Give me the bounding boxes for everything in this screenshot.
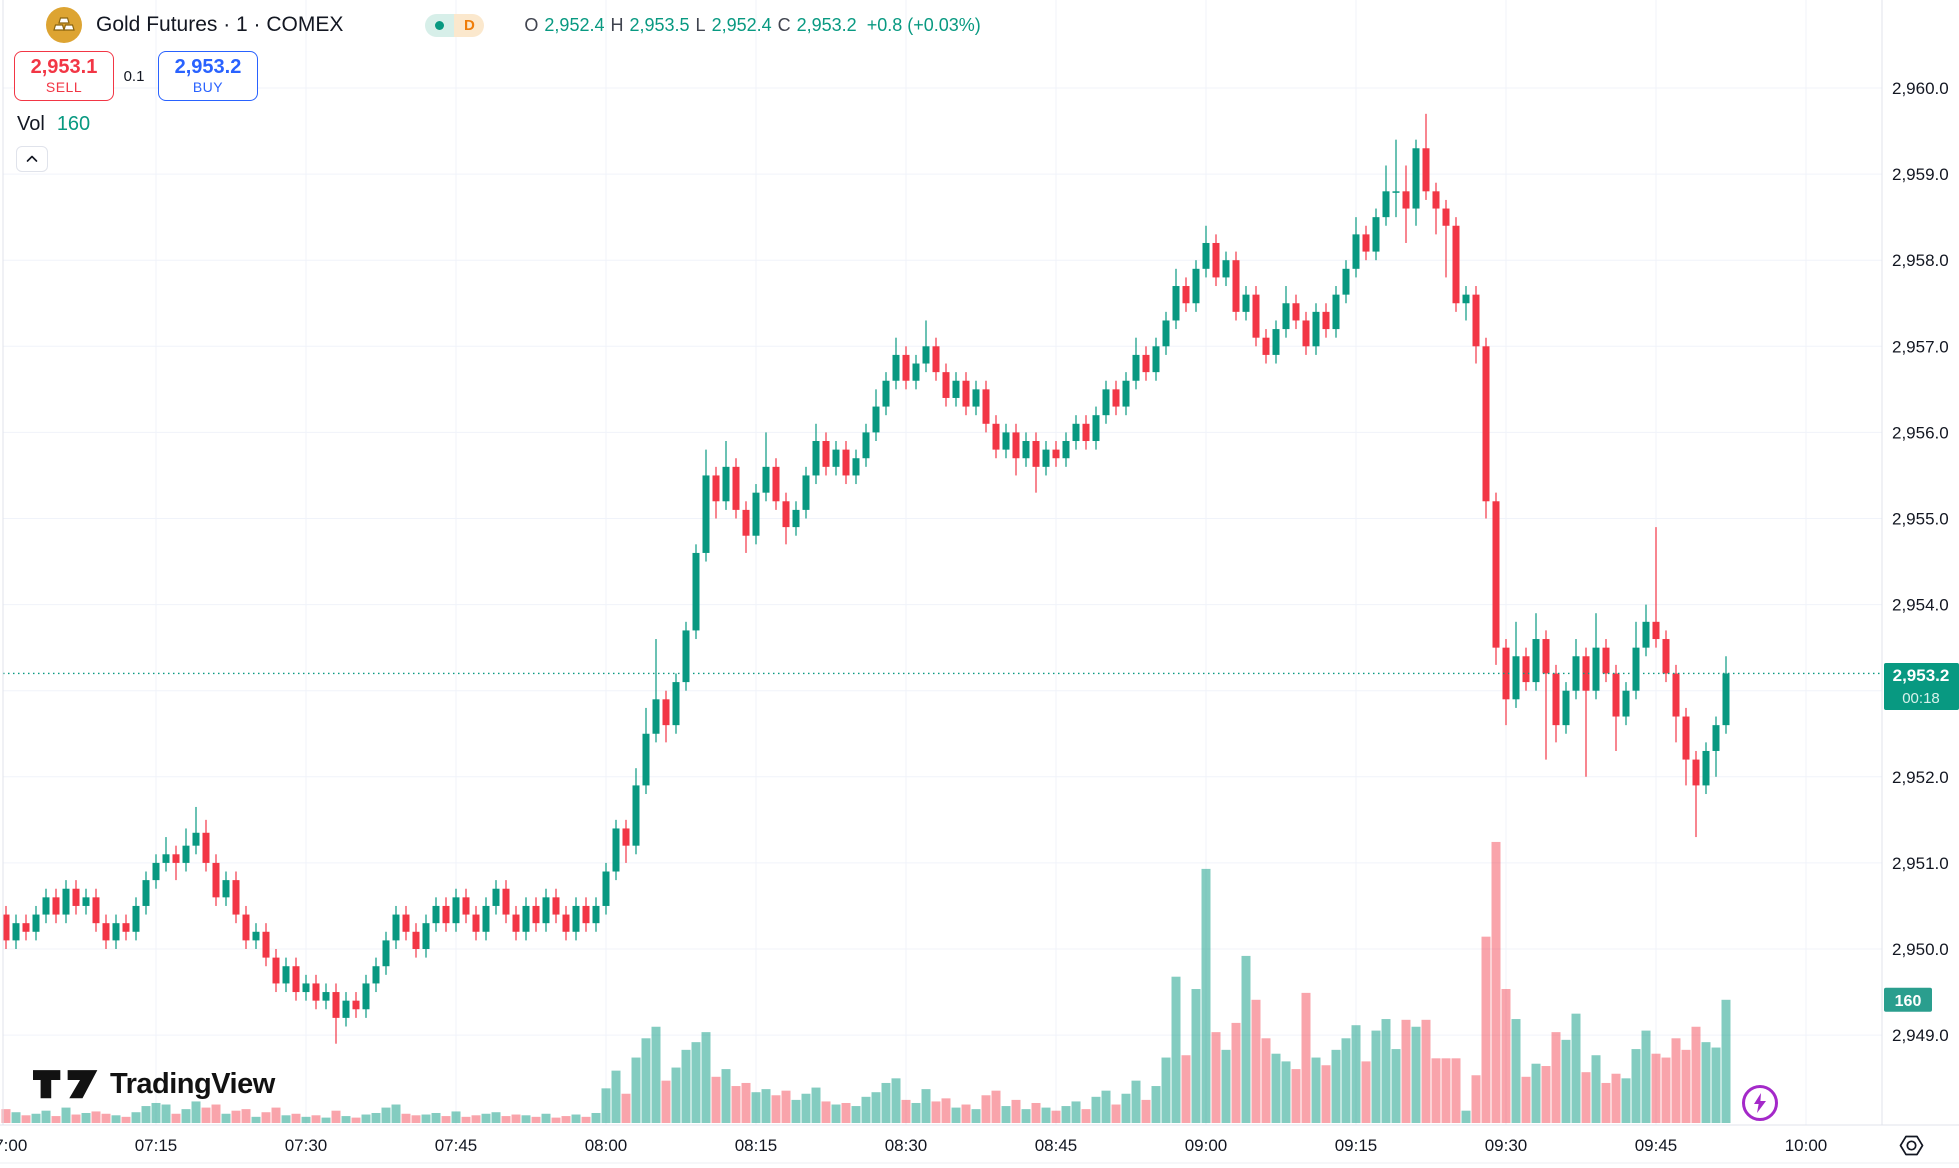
svg-text:2,959.0: 2,959.0 (1892, 165, 1949, 184)
data-status-pill: D (425, 13, 485, 37)
volume-value: 160 (56, 113, 91, 135)
chevron-up-icon (26, 155, 38, 162)
realtime-status-badge[interactable] (425, 13, 455, 37)
svg-text:08:30: 08:30 (885, 1136, 928, 1155)
svg-text:2,949.0: 2,949.0 (1892, 1026, 1949, 1045)
low-value: 2,952.4 (711, 14, 772, 35)
open-value: 2,952.4 (544, 14, 605, 35)
spread-value: 0.1 (123, 67, 145, 85)
close-label: C (777, 14, 791, 35)
svg-text:09:30: 09:30 (1485, 1136, 1528, 1155)
svg-text:2,950.0: 2,950.0 (1892, 940, 1949, 959)
collapse-panel-button[interactable] (16, 146, 48, 172)
svg-text:07:45: 07:45 (435, 1136, 478, 1155)
svg-text:2,952.0: 2,952.0 (1892, 768, 1949, 787)
high-value: 2,953.5 (629, 14, 690, 35)
low-label: L (695, 14, 706, 35)
sell-label: SELL (45, 79, 83, 96)
svg-text:07:00: 07:00 (0, 1136, 27, 1155)
svg-text:160: 160 (1895, 993, 1922, 1010)
delayed-data-badge[interactable]: D (454, 13, 485, 37)
hexagon-gear-icon (1899, 1135, 1924, 1156)
svg-text:2,958.0: 2,958.0 (1892, 251, 1949, 270)
open-label: O (524, 14, 539, 35)
symbol-title[interactable]: Gold Futures · 1 · COMEX (96, 13, 344, 36)
gold-futures-symbol-icon (46, 7, 82, 43)
svg-text:07:15: 07:15 (135, 1136, 178, 1155)
svg-text:07:30: 07:30 (285, 1136, 328, 1155)
volume-row: Vol 160 (17, 113, 90, 136)
svg-text:00:18: 00:18 (1902, 690, 1940, 707)
lightning-bolt-icon (1754, 1093, 1766, 1113)
svg-text:09:45: 09:45 (1635, 1136, 1678, 1155)
realtime-dot-icon (435, 20, 445, 30)
close-value: 2,953.2 (796, 14, 857, 35)
svg-text:09:00: 09:00 (1185, 1136, 1228, 1155)
tradingview-wordmark: TradingView (110, 1068, 275, 1100)
buy-price: 2,953.2 (174, 56, 242, 79)
instant-order-lightning-button[interactable] (1742, 1085, 1778, 1121)
sell-button[interactable]: 2,953.1 SELL (14, 51, 114, 101)
svg-text:2,954.0: 2,954.0 (1892, 596, 1949, 615)
symbol-header: Gold Futures · 1 · COMEX D O 2,952.4 H 2,9… (0, 0, 981, 50)
volume-label: Vol (17, 113, 45, 135)
svg-text:2,956.0: 2,956.0 (1892, 423, 1949, 442)
ohlc-readout: O 2,952.4 H 2,953.5 L 2,952.4 C 2,953.2 +0.8… (524, 15, 980, 36)
tradingview-glyph-icon (33, 1069, 98, 1098)
axis-settings-button[interactable] (1898, 1133, 1925, 1158)
svg-text:2,955.0: 2,955.0 (1892, 510, 1949, 529)
change-value: +0.8 (+0.03%) (866, 14, 981, 35)
svg-text:09:15: 09:15 (1335, 1136, 1378, 1155)
svg-text:10:00: 10:00 (1785, 1136, 1828, 1155)
svg-text:2,951.0: 2,951.0 (1892, 854, 1949, 873)
svg-text:08:00: 08:00 (585, 1136, 628, 1155)
sell-price: 2,953.1 (30, 56, 98, 79)
buy-button[interactable]: 2,953.2 BUY (158, 51, 258, 101)
svg-text:08:15: 08:15 (735, 1136, 778, 1155)
buy-label: BUY (192, 79, 224, 96)
svg-text:2,953.2: 2,953.2 (1893, 666, 1950, 685)
svg-text:2,960.0: 2,960.0 (1892, 79, 1949, 98)
high-label: H (610, 14, 624, 35)
svg-text:2,957.0: 2,957.0 (1892, 337, 1949, 356)
tradingview-logo[interactable]: TradingView (33, 1068, 275, 1101)
svg-text:08:45: 08:45 (1035, 1136, 1078, 1155)
